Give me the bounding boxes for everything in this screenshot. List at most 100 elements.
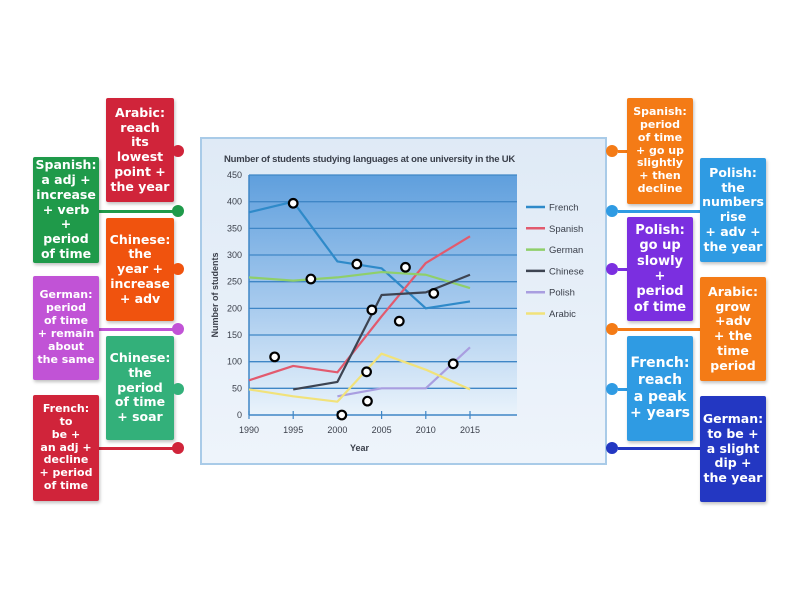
connector-line	[99, 447, 178, 450]
label-line: + soar	[117, 409, 163, 425]
label-line: a slight	[706, 440, 760, 456]
drop-target-dot[interactable]	[606, 383, 618, 395]
label-line: increase	[110, 275, 170, 291]
label-line: time	[717, 342, 749, 358]
label-line: Chinese:	[109, 350, 171, 366]
label-line: period	[640, 117, 680, 131]
drop-target-dot[interactable]	[172, 383, 184, 395]
label-line: the year	[703, 470, 763, 486]
label-card-arabic-lowest[interactable]: Arabic: reach its lowest point + the year	[106, 98, 174, 202]
label-line: French:	[42, 401, 90, 415]
label-line: decline	[637, 182, 683, 196]
label-line: of time	[114, 394, 166, 410]
label-line: period	[117, 379, 163, 395]
svg-text:1990: 1990	[239, 425, 259, 435]
label-line: + verb +	[42, 201, 90, 232]
label-line: Arabic:	[115, 104, 165, 120]
label-card-german-dip[interactable]: German: to be + a slight dip + the year	[700, 396, 766, 502]
label-line: about	[48, 339, 84, 353]
label-card-french-decline[interactable]: French: to be + an adj + decline + period of t…	[33, 395, 99, 501]
svg-text:300: 300	[227, 250, 242, 260]
label-line: Chinese:	[109, 231, 171, 247]
label-line: period	[46, 301, 86, 315]
label-line: of time	[637, 130, 683, 144]
label-line: year +	[116, 261, 164, 277]
label-card-chinese-soar[interactable]: Chinese: the period of time + soar	[106, 336, 174, 440]
label-line: its	[131, 134, 149, 150]
svg-text:250: 250	[227, 277, 242, 287]
label-line: + adv	[119, 290, 161, 306]
svg-text:Spanish: Spanish	[549, 224, 583, 235]
connector-line	[618, 328, 700, 331]
label-line: slowly +	[636, 253, 684, 284]
svg-text:Arabic: Arabic	[549, 309, 576, 320]
label-line: increase	[36, 186, 96, 202]
label-line: of time	[43, 479, 89, 493]
label-line: to	[59, 414, 73, 428]
label-line: Polish:	[635, 223, 685, 239]
label-line: rise	[719, 209, 747, 224]
svg-text:Chinese: Chinese	[549, 266, 584, 277]
label-line: the year	[703, 238, 763, 254]
svg-text:2000: 2000	[327, 425, 347, 435]
label-line: of time	[43, 314, 89, 328]
line-chart: 0 50 100 150 200 250 300 350 400 450 1990 1995 2000 2…	[210, 170, 584, 453]
drop-target-dot[interactable]	[172, 323, 184, 335]
drop-target-dot[interactable]	[606, 145, 618, 157]
svg-text:1995: 1995	[283, 425, 303, 435]
connector-line	[618, 388, 627, 391]
svg-text:200: 200	[227, 303, 242, 313]
label-line: + then	[639, 169, 681, 183]
label-line: decline	[43, 453, 89, 467]
connector-line	[99, 328, 178, 331]
label-line: the same	[37, 352, 95, 366]
label-line: German:	[39, 288, 93, 302]
label-line: the year	[110, 178, 170, 194]
label-card-polish-slowly[interactable]: Polish: go up slowly + period of time	[627, 217, 693, 321]
svg-text:French: French	[549, 203, 579, 214]
label-line: the	[128, 364, 152, 380]
drop-target-dot[interactable]	[606, 323, 618, 335]
label-line: period	[43, 231, 89, 247]
label-card-french-peak[interactable]: French: reach a peak + years	[627, 336, 693, 441]
svg-text:2015: 2015	[460, 425, 480, 435]
drop-target-dot[interactable]	[172, 263, 184, 275]
label-line: + adv +	[705, 223, 761, 239]
svg-text:400: 400	[227, 197, 242, 207]
label-card-spanish-goup[interactable]: Spanish: period of time + go up slightly + th…	[627, 98, 693, 204]
svg-text:Year: Year	[350, 443, 370, 453]
svg-text:2010: 2010	[416, 425, 436, 435]
chart-title: Number of students studying languages at…	[224, 154, 516, 165]
drop-target-dot[interactable]	[172, 442, 184, 454]
label-line: reach	[120, 119, 160, 135]
label-line: Spanish:	[633, 104, 687, 118]
label-line: the	[128, 246, 152, 262]
drop-target-dot[interactable]	[172, 205, 184, 217]
label-card-chinese-increase[interactable]: Chinese: the year + increase + adv	[106, 218, 174, 321]
drop-target-dot[interactable]	[606, 263, 618, 275]
svg-text:450: 450	[227, 170, 242, 180]
drop-target-dot[interactable]	[606, 205, 618, 217]
label-line: Arabic:	[708, 283, 758, 299]
drop-target-dot[interactable]	[606, 442, 618, 454]
label-card-arabic-grow[interactable]: Arabic: grow +adv + the time period	[700, 277, 766, 381]
drop-target-dot[interactable]	[172, 145, 184, 157]
svg-text:100: 100	[227, 357, 242, 367]
label-line: grow	[715, 298, 751, 314]
label-card-polish-rise[interactable]: Polish: the numbers rise + adv + the year	[700, 158, 766, 262]
label-line: + remain	[37, 327, 95, 340]
label-line: numbers	[702, 194, 764, 210]
svg-text:350: 350	[227, 223, 242, 233]
label-line: point +	[114, 163, 166, 179]
svg-text:50: 50	[232, 383, 242, 393]
label-line: German:	[702, 411, 764, 427]
label-line: to be +	[707, 425, 759, 441]
label-card-spanish-increase[interactable]: Spanish: a adj + increase + verb + period of …	[33, 157, 99, 263]
label-line: + years	[630, 405, 690, 422]
label-line: slightly	[636, 156, 683, 170]
label-card-german-remain[interactable]: German: period of time + remain about the sam…	[33, 276, 99, 380]
label-line: of time	[633, 299, 687, 315]
connector-line	[618, 268, 627, 271]
label-line: reach	[637, 371, 683, 388]
label-line: dip +	[714, 455, 752, 471]
